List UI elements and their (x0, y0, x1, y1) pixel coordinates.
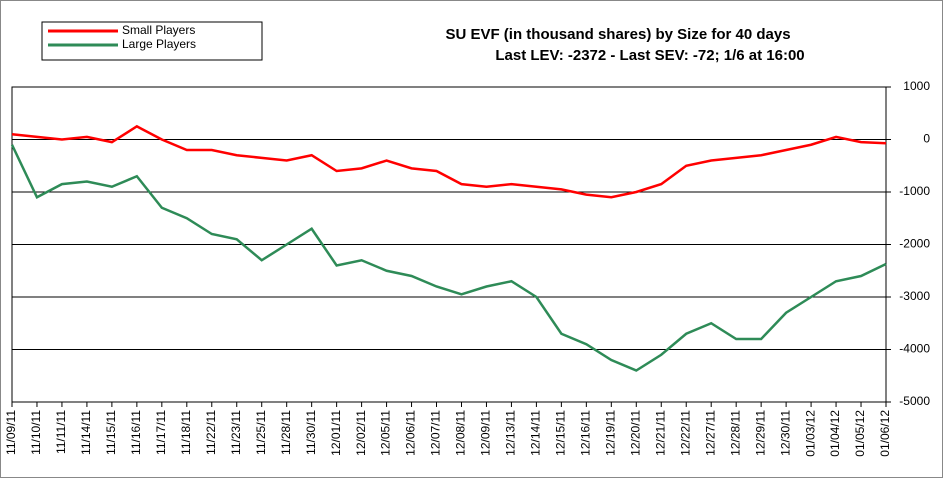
x-tick-label: 01/06/12 (878, 410, 892, 457)
x-tick-label: 12/21/11 (653, 410, 667, 456)
x-tick-label: 12/19/11 (603, 410, 617, 456)
x-tick-label: 11/30/11 (304, 410, 318, 455)
series-line (10, 144, 887, 372)
x-tick-label: 12/14/11 (529, 410, 543, 456)
x-tick-label: 11/17/11 (154, 410, 168, 455)
y-tick-label: -3000 (899, 289, 930, 303)
chart-title: SU EVF (in thousand shares) by Size for … (445, 26, 790, 43)
y-tick-label: -5000 (899, 394, 930, 408)
x-tick-label: 11/09/11 (4, 410, 18, 455)
x-tick-label: 12/08/11 (454, 410, 468, 456)
x-tick-label: 01/04/12 (828, 410, 842, 457)
x-tick-label: 12/09/11 (479, 410, 493, 456)
legend-label: Large Players (122, 37, 196, 51)
x-tick-label: 12/06/11 (404, 410, 418, 456)
x-tick-label: 11/25/11 (254, 410, 268, 455)
x-tick-label: 11/23/11 (229, 410, 243, 455)
x-tick-label: 12/05/11 (379, 410, 393, 456)
legend-label: Small Players (122, 23, 195, 37)
x-tick-label: 12/22/11 (678, 410, 692, 456)
x-tick-label: 11/11/11 (54, 410, 68, 454)
legend-box (41, 21, 263, 61)
x-tick-label: 12/20/11 (628, 410, 642, 456)
x-tick-label: 12/02/11 (354, 410, 368, 456)
x-tick-label: 11/15/11 (104, 410, 118, 455)
x-tick-label: 11/16/11 (129, 410, 143, 455)
x-tick-label: 12/27/11 (703, 410, 717, 456)
x-tick-label: 01/03/12 (803, 410, 817, 457)
y-tick-label: -1000 (899, 184, 930, 198)
y-tick-label: -2000 (899, 237, 930, 251)
x-tick-label: 12/07/11 (429, 410, 443, 456)
y-tick-label: 0 (923, 132, 930, 146)
y-tick-label: 1000 (903, 79, 930, 93)
x-tick-label: 12/30/11 (778, 410, 792, 456)
x-tick-label: 12/16/11 (579, 410, 593, 456)
x-tick-label: 11/22/11 (204, 410, 218, 455)
x-tick-label: 01/05/12 (853, 410, 867, 457)
x-tick-label: 12/29/11 (753, 410, 767, 456)
y-tick-label: -4000 (899, 342, 930, 356)
x-tick-label: 12/13/11 (504, 410, 518, 456)
x-tick-label: 11/10/11 (29, 410, 43, 455)
x-tick-label: 11/14/11 (79, 410, 93, 455)
x-tick-label: 12/28/11 (728, 410, 742, 456)
x-tick-label: 12/01/11 (329, 410, 343, 456)
x-tick-label: 11/28/11 (279, 410, 293, 455)
x-tick-label: 11/18/11 (179, 410, 193, 455)
chart-subtitle: Last LEV: -2372 - Last SEV: -72; 1/6 at … (495, 47, 804, 64)
series-line (11, 124, 887, 199)
x-tick-label: 12/15/11 (554, 410, 568, 456)
